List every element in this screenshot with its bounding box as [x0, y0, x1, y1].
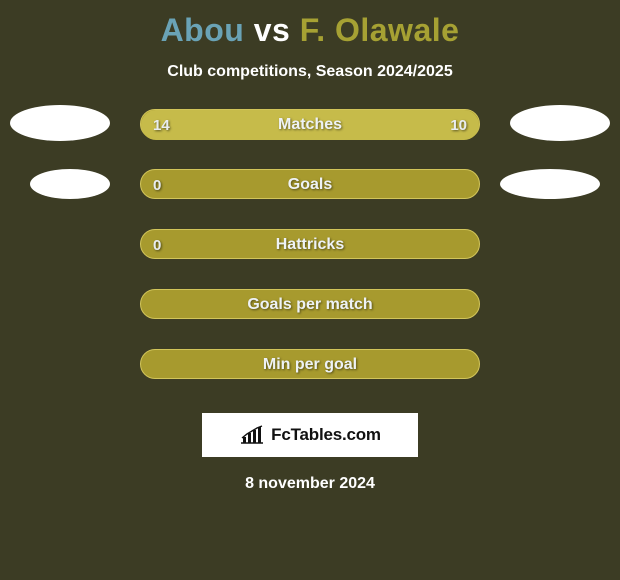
brand-chart-icon	[239, 425, 265, 445]
stat-bar-track: Goals0	[140, 169, 480, 199]
subtitle: Club competitions, Season 2024/2025	[0, 63, 620, 81]
brand-text: FcTables.com	[271, 425, 381, 445]
player-right-avatar	[510, 105, 610, 141]
stat-left-value: 0	[153, 230, 161, 260]
stat-row: Matches1410	[0, 109, 620, 155]
comparison-card: Abou vs F. Olawale Club competitions, Se…	[0, 0, 620, 493]
stat-row: Goals per match	[0, 289, 620, 335]
stat-label: Goals per match	[141, 290, 479, 320]
title-separator: vs	[244, 12, 299, 48]
stat-bar-left-fill	[141, 110, 337, 140]
player-left-avatar	[10, 105, 110, 141]
stat-label: Hattricks	[141, 230, 479, 260]
brand-badge: FcTables.com	[202, 413, 418, 457]
stat-bar-right-fill	[337, 110, 479, 140]
stat-row: Goals0	[0, 169, 620, 215]
page-title: Abou vs F. Olawale	[0, 12, 620, 49]
title-left-player: Abou	[161, 12, 245, 48]
player-left-avatar	[30, 169, 110, 199]
stat-bar-track: Matches1410	[140, 109, 480, 139]
stats-chart: Matches1410Goals0Hattricks0Goals per mat…	[0, 109, 620, 395]
stat-bar-track: Hattricks0	[140, 229, 480, 259]
stat-label: Goals	[141, 170, 479, 200]
stat-label: Min per goal	[141, 350, 479, 380]
title-right-player: F. Olawale	[300, 12, 460, 48]
stat-row: Hattricks0	[0, 229, 620, 275]
player-right-avatar	[500, 169, 600, 199]
stat-bar-track: Min per goal	[140, 349, 480, 379]
stat-row: Min per goal	[0, 349, 620, 395]
date-label: 8 november 2024	[0, 475, 620, 493]
stat-left-value: 0	[153, 170, 161, 200]
stat-bar-track: Goals per match	[140, 289, 480, 319]
